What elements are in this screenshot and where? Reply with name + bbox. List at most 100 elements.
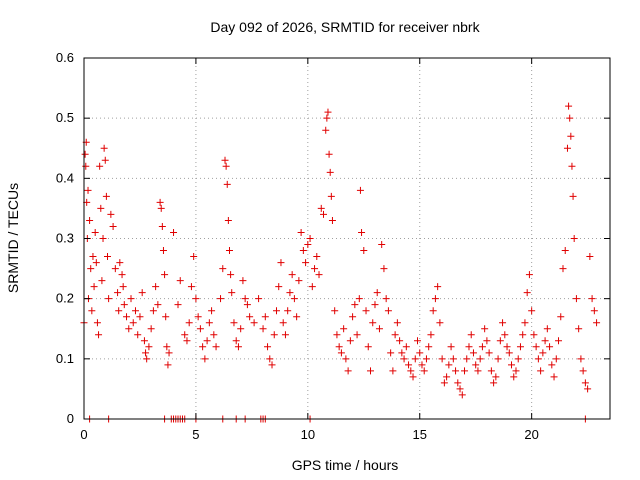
y-tick-label: 0.3	[56, 231, 74, 246]
data-point	[86, 216, 94, 224]
data-point	[227, 271, 235, 279]
data-point	[539, 349, 547, 357]
data-point	[570, 235, 578, 242]
data-point	[565, 102, 573, 110]
data-point	[102, 192, 110, 200]
data-point	[579, 367, 587, 375]
data-point	[575, 325, 583, 333]
data-point	[566, 114, 574, 122]
data-point	[328, 216, 336, 224]
data-point	[161, 271, 169, 279]
data-point	[375, 325, 383, 333]
data-point	[129, 319, 137, 327]
data-point	[295, 277, 303, 285]
data-point	[87, 265, 95, 273]
data-point	[405, 361, 413, 369]
data-point	[217, 295, 225, 303]
data-point	[546, 343, 554, 351]
data-point	[170, 228, 178, 236]
data-point	[584, 385, 592, 393]
data-point	[100, 144, 108, 152]
data-point	[140, 337, 148, 345]
data-point	[313, 253, 321, 261]
data-point	[414, 337, 422, 345]
y-tick-label: 0.4	[56, 170, 74, 185]
data-point	[389, 367, 397, 375]
data-point	[243, 301, 251, 309]
data-point	[581, 379, 589, 387]
data-point	[487, 367, 495, 375]
data-point	[362, 307, 370, 315]
data-point	[563, 144, 571, 152]
data-point	[259, 325, 267, 333]
data-point	[127, 295, 135, 303]
data-point	[478, 343, 486, 351]
data-point	[315, 271, 323, 279]
data-point	[246, 313, 254, 321]
data-point	[176, 277, 184, 285]
data-point	[416, 349, 424, 357]
data-point	[205, 319, 213, 327]
data-point	[569, 192, 577, 200]
data-point	[447, 343, 455, 351]
data-point	[525, 271, 533, 279]
data-point	[371, 301, 379, 309]
data-point	[335, 343, 343, 351]
data-point	[331, 307, 339, 315]
data-point	[286, 289, 294, 297]
data-point	[514, 355, 522, 363]
data-point	[373, 289, 381, 297]
data-point	[222, 162, 230, 170]
data-point	[326, 168, 334, 176]
data-point	[199, 343, 207, 351]
data-point	[349, 313, 357, 321]
data-point	[555, 337, 563, 345]
data-point	[228, 289, 236, 297]
data-point	[234, 343, 242, 351]
data-point	[181, 331, 189, 339]
data-point	[114, 289, 122, 297]
y-tick-label: 0.1	[56, 351, 74, 366]
data-point	[109, 222, 117, 230]
data-point	[483, 337, 491, 345]
y-tick-label: 0	[67, 411, 74, 426]
data-point	[322, 126, 330, 134]
data-point	[452, 367, 460, 375]
x-tick-label: 10	[301, 427, 315, 442]
data-point	[494, 355, 502, 363]
data-point	[203, 337, 211, 345]
y-tick-label: 0.6	[56, 50, 74, 65]
data-point	[353, 331, 361, 339]
data-point	[503, 343, 511, 351]
data-point	[164, 361, 172, 369]
data-point	[239, 277, 247, 285]
data-point	[174, 301, 182, 309]
data-point	[588, 295, 596, 303]
data-point	[190, 253, 198, 261]
data-point	[210, 331, 218, 339]
data-point	[82, 162, 90, 170]
data-point	[425, 343, 433, 351]
data-point	[187, 283, 195, 291]
data-point	[360, 247, 368, 255]
data-point	[418, 361, 426, 369]
data-point	[107, 210, 115, 218]
data-point	[97, 204, 105, 212]
data-point	[344, 367, 352, 375]
data-point	[84, 186, 92, 194]
data-point	[223, 180, 231, 188]
data-point	[96, 162, 104, 170]
data-point	[541, 337, 549, 345]
data-point	[340, 325, 348, 333]
data-point	[136, 313, 144, 321]
data-point	[534, 355, 542, 363]
data-point	[429, 307, 437, 315]
data-point	[183, 337, 191, 345]
data-point	[512, 367, 520, 375]
plot-frame	[83, 57, 611, 420]
data-point	[543, 325, 551, 333]
data-point	[208, 307, 216, 315]
data-point	[356, 186, 364, 194]
x-tick-label: 20	[524, 427, 538, 442]
